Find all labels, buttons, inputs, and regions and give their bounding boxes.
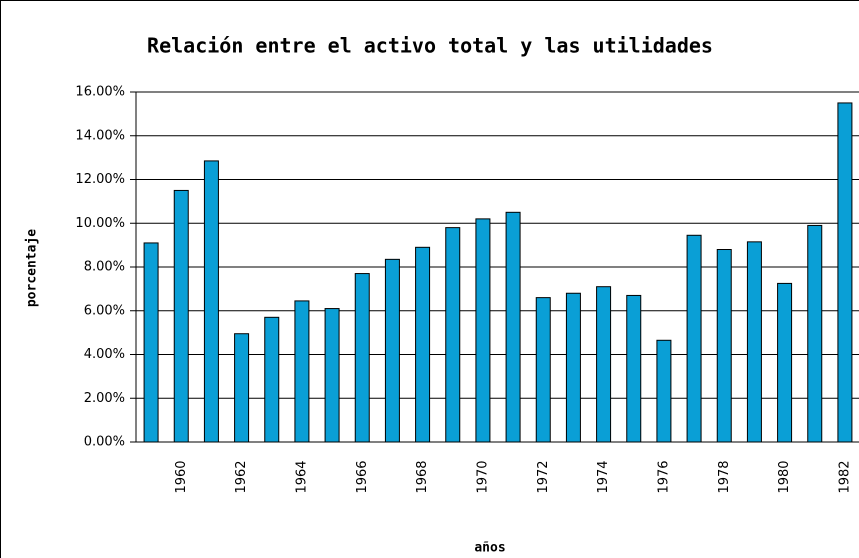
bar <box>837 102 853 443</box>
x-tick-label: 1972 <box>536 460 551 493</box>
x-tick-label: 1960 <box>174 460 189 493</box>
chart-title: Relación entre el activo total y las uti… <box>147 34 713 58</box>
x-tick-label: 1968 <box>415 460 430 493</box>
bar <box>777 282 793 443</box>
bar <box>294 300 310 443</box>
bar <box>264 316 280 443</box>
x-tick-label: 1962 <box>234 460 249 493</box>
bar <box>686 234 702 443</box>
x-tick-label: 1978 <box>717 460 732 493</box>
bar <box>384 258 400 443</box>
bar <box>535 297 551 443</box>
bar <box>143 242 159 443</box>
x-tick-label: 1976 <box>656 460 671 493</box>
bar <box>716 249 732 443</box>
bar <box>475 218 491 443</box>
x-tick-label: 1966 <box>355 460 370 493</box>
bar <box>746 241 762 443</box>
bar <box>626 294 642 443</box>
x-tick-label: 1980 <box>777 460 792 493</box>
bar <box>445 227 461 443</box>
bar <box>596 286 612 443</box>
y-tick-label: 0.00% <box>84 435 125 450</box>
y-tick-label: 2.00% <box>84 391 125 406</box>
bar <box>656 339 672 443</box>
bar <box>173 189 189 443</box>
bar <box>807 224 823 443</box>
y-tick-label: 16.00% <box>75 85 125 100</box>
y-tick-label: 4.00% <box>84 347 125 362</box>
y-tick-label: 14.00% <box>75 128 125 143</box>
y-tick-label: 12.00% <box>75 172 125 187</box>
bar <box>324 308 340 443</box>
x-tick-label: 1982 <box>837 460 852 493</box>
bar <box>415 246 431 443</box>
bar <box>505 211 521 443</box>
y-axis-label: porcentaje <box>25 229 40 307</box>
bar <box>565 292 581 443</box>
y-tick-label: 10.00% <box>75 216 125 231</box>
bar <box>354 273 370 443</box>
y-tick-label: 6.00% <box>84 303 125 318</box>
bar <box>234 333 250 443</box>
x-axis-label: años <box>474 541 505 556</box>
bar <box>203 160 219 443</box>
x-tick-label: 1964 <box>294 460 309 493</box>
x-tick-label: 1974 <box>596 460 611 493</box>
y-tick-label: 8.00% <box>84 260 125 275</box>
x-tick-label: 1970 <box>475 460 490 493</box>
